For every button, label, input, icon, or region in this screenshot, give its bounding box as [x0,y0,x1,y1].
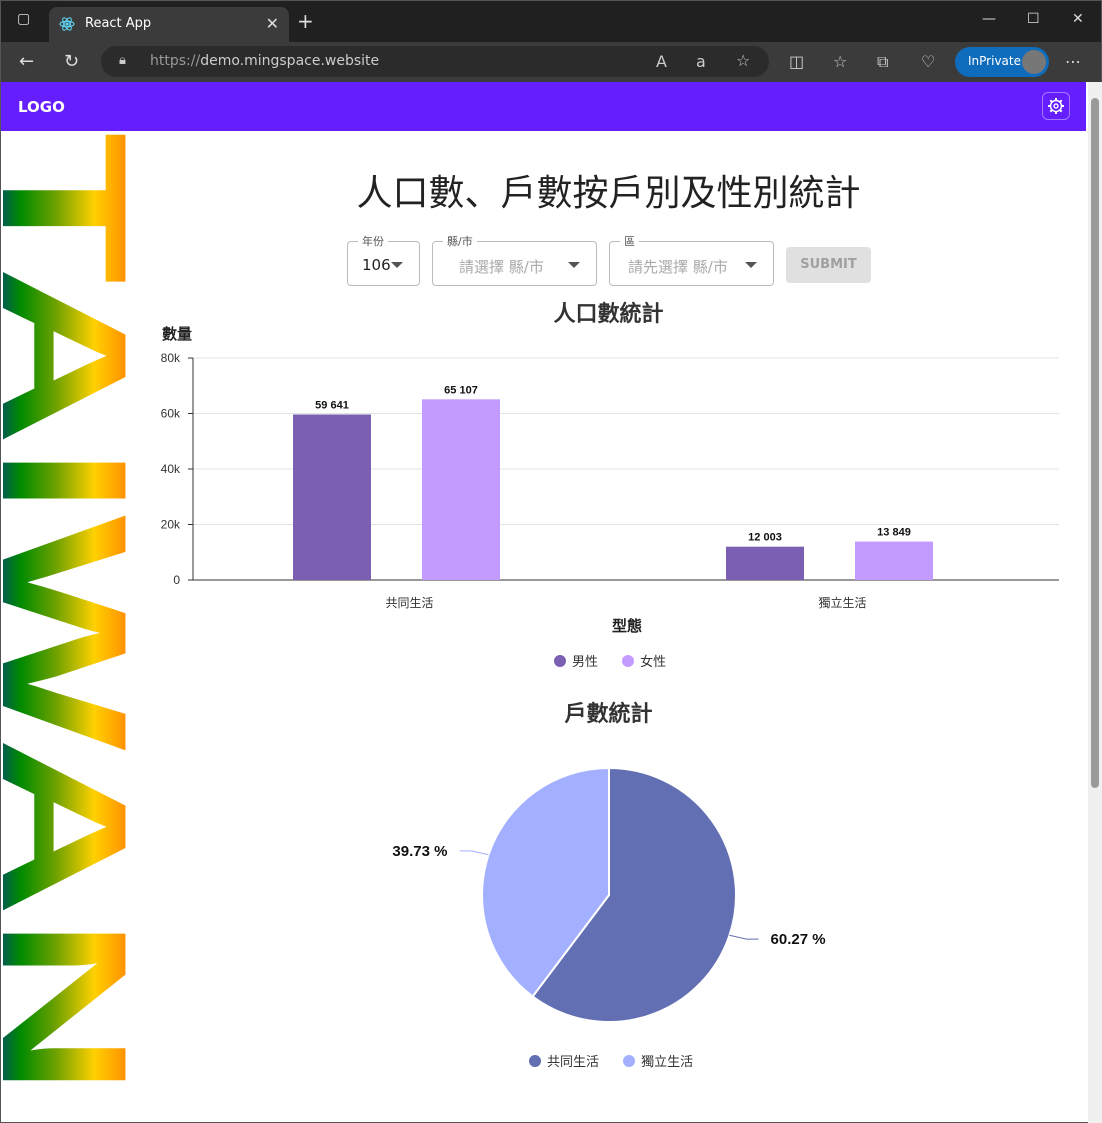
y-tick-label: 0 [173,573,180,587]
legend-item-shared[interactable]: 共同生活 [529,1051,599,1070]
population-bar-chart: 0 20k 40k 60k 80k 共同生活 59 641 65 107 獨立生活 12 003 1… [161,351,1059,610]
taiwan-side-banner: TAIWAN [1,132,133,1097]
tab-actions-icon[interactable]: ▢ [17,11,31,27]
bar-chart-xlabel: 型態 [612,617,643,635]
gear-icon [1048,98,1064,114]
page-title: 人口數、戶數按戶別及性別統計 [356,173,861,214]
chevron-down-icon [391,262,403,268]
legend-dot [554,655,566,667]
split-screen-icon[interactable]: ◫ [789,52,805,71]
chevron-down-icon [745,262,757,268]
pie-value-label: 39.73 % [392,843,447,860]
inprivate-label: InPrivate [968,54,1021,68]
x-tick-label: 共同生活 [385,596,433,610]
county-label: 縣/市 [443,233,477,249]
bar[interactable] [422,399,500,580]
back-icon[interactable]: ← [19,51,35,72]
tab-react-app[interactable]: React App ✕ [49,7,289,42]
url-text: https://demo.mingspace.website [150,53,380,69]
bar-value-label: 65 107 [444,384,478,396]
bar-chart-ylabel: 數量 [162,325,193,343]
legend-item-female[interactable]: 女性 [622,651,666,670]
y-tick-label: 80k [161,351,181,365]
y-tick-label: 60k [161,407,181,421]
year-label: 年份 [358,233,388,249]
pie-value-label: 60.27 % [771,931,826,948]
year-value: 106 [362,256,391,274]
tab-bar: ▢ React App ✕ + — ☐ ✕ [1,1,1101,42]
react-icon [59,17,75,31]
pie-label-line [729,934,759,940]
app-header: LOGO [1,82,1086,131]
bar-value-label: 12 003 [748,532,782,544]
year-select[interactable]: 年份 106 [347,233,420,286]
district-select[interactable]: 區 請先選擇 縣/市 [609,233,774,286]
new-tab-icon[interactable]: + [297,9,314,33]
legend-item-male[interactable]: 男性 [554,651,598,670]
read-aloud-icon[interactable]: A [656,52,667,71]
logo[interactable]: LOGO [18,98,65,116]
legend-dot [529,1055,541,1067]
page-scrollbar[interactable] [1088,82,1102,1123]
side-banner-text: TAIWAN [1,132,133,1097]
address-bar: ← ↻ 🔒︎ https://demo.mingspace.website A … [1,42,1101,82]
avatar [1022,50,1046,74]
lock-icon: 🔒︎ [119,53,126,68]
favorites-icon[interactable]: ☆ [833,52,848,71]
bar-chart-legend: 男性 女性 [554,651,686,670]
favorite-star-icon[interactable]: ☆ [736,51,751,70]
minimize-icon[interactable]: — [982,11,996,27]
close-tab-icon[interactable]: ✕ [265,14,279,33]
legend-item-independent[interactable]: 獨立生活 [623,1051,693,1070]
inprivate-button[interactable]: InPrivate [955,47,1049,77]
y-tick-label: 40k [161,462,181,476]
legend-dot [623,1055,636,1067]
chevron-down-icon [568,262,580,268]
pie-slice[interactable] [531,766,737,1023]
bar[interactable] [293,414,371,580]
legend-dot [622,655,635,667]
bar[interactable] [855,541,933,580]
close-window-icon[interactable]: ✕ [1072,11,1084,27]
tab-title: React App [85,16,152,31]
district-label: 區 [620,233,639,249]
collections-icon[interactable]: ⧉ [877,52,889,71]
settings-button[interactable] [1042,92,1070,120]
refresh-icon[interactable]: ↻ [64,51,80,72]
bar-value-label: 13 849 [877,527,911,539]
pie-chart-legend: 共同生活 獨立生活 [529,1051,713,1070]
pie-label-line [459,850,489,856]
pie-slice[interactable] [481,766,610,998]
bar[interactable] [726,546,804,580]
health-icon[interactable]: ♡ [921,52,936,71]
x-tick-label: 獨立生活 [818,595,866,610]
household-pie-chart: 60.27 % 39.73 % [392,766,826,1023]
county-placeholder: 請選擇 縣/市 [459,258,544,276]
district-placeholder: 請先選擇 縣/市 [628,258,728,276]
bar-chart-title: 人口數統計 [553,302,664,327]
county-select[interactable]: 縣/市 請選擇 縣/市 [432,233,597,286]
submit-button[interactable]: SUBMIT [786,247,871,283]
translate-icon[interactable]: a [696,52,706,71]
y-tick-label: 20k [161,518,181,532]
scrollbar-thumb[interactable] [1091,98,1099,788]
url-field[interactable]: 🔒︎ https://demo.mingspace.website A a ☆ [101,46,769,77]
more-menu-icon[interactable]: ⋯ [1065,52,1081,71]
bar-value-label: 59 641 [315,399,349,411]
maximize-icon[interactable]: ☐ [1027,11,1040,27]
pie-chart-title: 戶數統計 [564,702,653,727]
